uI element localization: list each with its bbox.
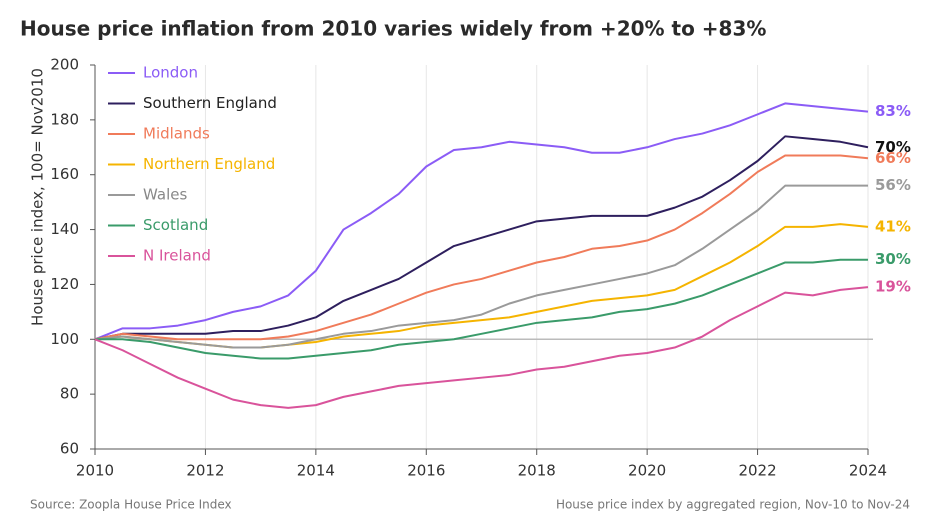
chart-title: House price inflation from 2010 varies w… (20, 17, 766, 41)
x-tick-label: 2014 (297, 462, 335, 480)
end-label: 30% (875, 250, 911, 268)
x-tick-label: 2012 (186, 462, 224, 480)
line-series (95, 258, 868, 360)
legend-label: Scotland (143, 216, 208, 234)
y-tick-label: 80 (60, 385, 79, 403)
end-label: 56% (875, 176, 911, 194)
line-series (94, 154, 869, 341)
y-tick-label: 200 (50, 56, 79, 74)
y-tick-label: 120 (50, 275, 79, 293)
y-tick-label: 60 (60, 440, 79, 458)
end-label: 83% (875, 102, 911, 120)
y-tick-label: 140 (50, 220, 79, 238)
line-series (94, 286, 869, 409)
x-tick-label: 2018 (518, 462, 556, 480)
end-label: 19% (875, 278, 911, 296)
line-series (94, 102, 869, 341)
source: Source: Zoopla House Price Index (30, 498, 232, 512)
x-tick-label: 2024 (849, 462, 887, 480)
legend-label: Northern England (143, 155, 275, 173)
legend-label: Wales (143, 186, 187, 204)
note: House price index by aggregated region, … (556, 498, 910, 512)
legend-label: London (143, 64, 198, 82)
x-tick-label: 2022 (738, 462, 776, 480)
y-axis-label: House price index, 100= Nov2010 (29, 68, 47, 326)
y-tick-label: 180 (50, 110, 79, 128)
end-label: 41% (875, 217, 911, 235)
y-tick-label: 100 (50, 330, 79, 348)
line-series (94, 135, 869, 341)
line-series (94, 223, 869, 349)
end-label: 70% (875, 138, 911, 156)
x-tick-label: 2010 (76, 462, 114, 480)
legend-label: Midlands (143, 125, 210, 143)
line-series (94, 184, 868, 349)
x-tick-label: 2020 (628, 462, 666, 480)
end-label: 66% (875, 149, 911, 167)
x-tick-label: 2016 (407, 462, 445, 480)
legend-label: Southern England (143, 94, 277, 112)
y-tick-label: 160 (50, 165, 79, 183)
legend-label: N Ireland (143, 247, 211, 265)
